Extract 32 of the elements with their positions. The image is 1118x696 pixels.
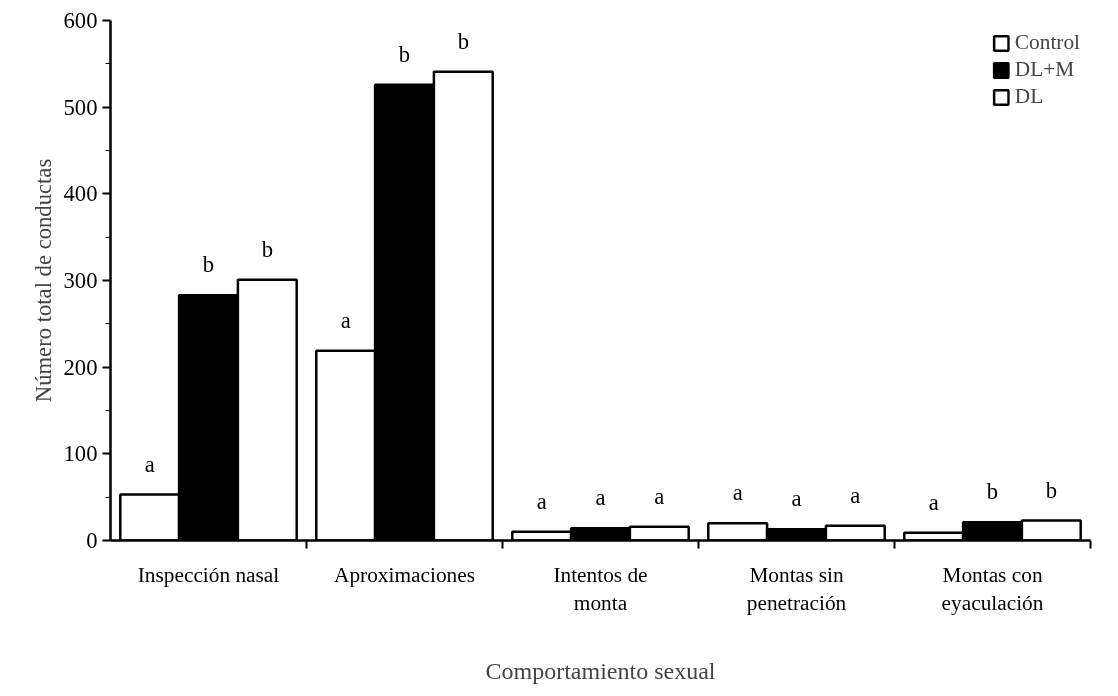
annotation: a — [791, 486, 802, 512]
annotation: b — [398, 41, 411, 67]
x-tick-label: Montas sin penetración — [746, 562, 847, 616]
x-tick-label: Intentos de monta — [553, 562, 648, 616]
y-axis-title: Número total de conductas — [30, 158, 56, 403]
legend-label: Control — [1014, 30, 1080, 55]
annotation: b — [986, 479, 999, 505]
x-tick-label: Montas con eyaculación — [941, 562, 1044, 616]
annotation: a — [536, 488, 547, 514]
annotation: a — [595, 485, 606, 511]
y-tick-label: 0 — [86, 528, 98, 553]
y-tick-label: 300 — [63, 268, 98, 293]
legend-label: DL — [1014, 84, 1044, 109]
annotation: b — [457, 28, 469, 54]
y-tick-label: 200 — [63, 354, 98, 380]
annotation: a — [340, 307, 351, 333]
annotation: a — [654, 483, 665, 509]
x-axis-title: Comportamiento sexual — [485, 658, 716, 685]
annotation: a — [732, 480, 743, 506]
y-tick-label: 400 — [63, 181, 98, 207]
x-tick-label: Aproximaciones — [334, 562, 475, 587]
y-tick-label: 500 — [63, 94, 98, 120]
y-tick-label: 600 — [63, 8, 98, 33]
annotation: b — [261, 236, 273, 262]
annotation: a — [928, 489, 939, 515]
legend-label: DL+M — [1014, 57, 1075, 82]
annotation: b — [202, 252, 215, 278]
annotation: b — [1045, 477, 1057, 503]
annotation: a — [850, 482, 861, 508]
y-tick-label: 100 — [63, 441, 98, 467]
annotation: a — [144, 451, 155, 477]
x-tick-label: Inspección nasal — [137, 562, 280, 587]
